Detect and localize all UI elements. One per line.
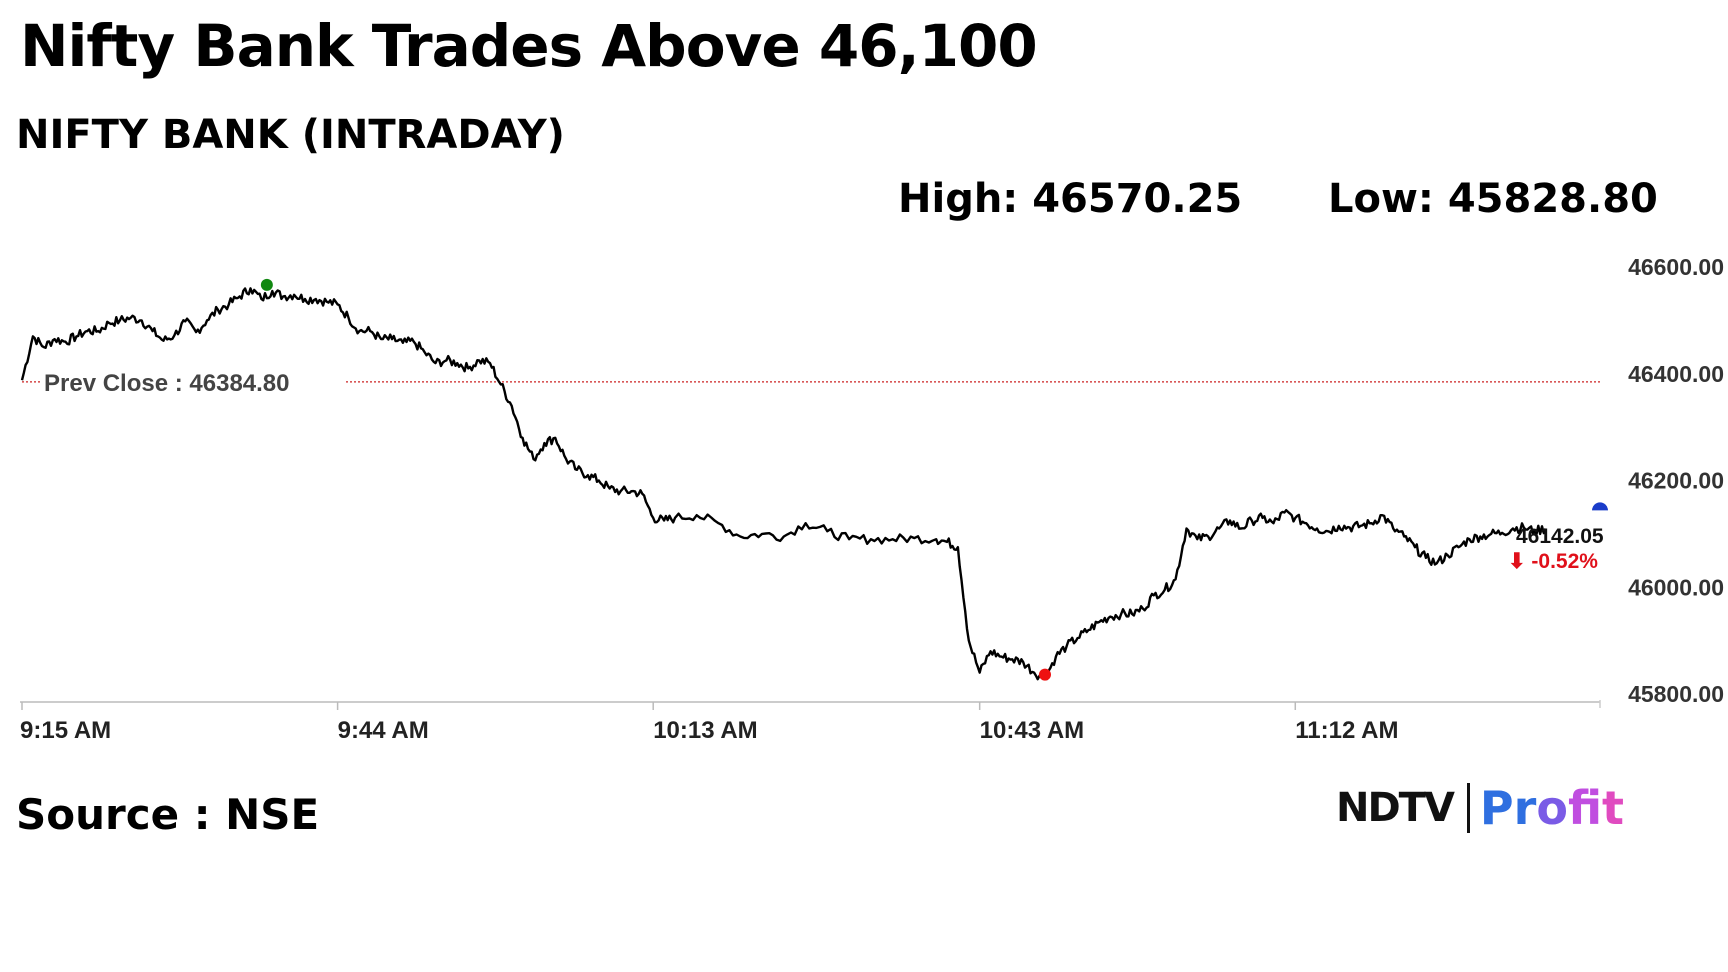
y-tick-label: 46600.00 [1628, 254, 1724, 280]
last-price-marker [1592, 502, 1608, 511]
chart-title: NIFTY BANK (INTRADAY) [16, 112, 565, 158]
change-label: ⬇ -0.52% [1508, 550, 1598, 573]
prev-close-label-bg [40, 363, 346, 398]
y-tick-label: 46400.00 [1628, 361, 1724, 387]
source-note: Source : NSE [16, 790, 320, 839]
low-value: Low: 45828.80 [1328, 176, 1658, 222]
x-tick-label: 9:15 AM [20, 717, 111, 744]
high-value: High: 46570.25 [898, 176, 1243, 222]
low-marker [1038, 668, 1051, 681]
x-tick-label: 11:12 AM [1295, 717, 1398, 744]
y-tick-label: 46200.00 [1628, 468, 1724, 494]
logo-ndtv-text: NDTV [1336, 785, 1455, 831]
y-tick-label: 45800.00 [1628, 681, 1724, 707]
high-marker [260, 278, 273, 291]
x-tick-label: 10:43 AM [980, 717, 1084, 744]
ndtv-profit-logo: NDTV Profit [1336, 778, 1624, 838]
headline: Nifty Bank Trades Above 46,100 [20, 12, 1038, 80]
prev-close-label: Prev Close : 46384.80 [44, 370, 290, 397]
chart-axes: 46600.00 46400.00 46200.00 46000.00 45800.00… [20, 254, 1724, 744]
last-price-label: 46142.05 [1516, 525, 1604, 548]
series-line [20, 287, 1547, 681]
y-tick-label: 46000.00 [1628, 574, 1724, 600]
chart-annotations: 46142.05⬇ -0.52% [260, 278, 1608, 681]
x-tick-label: 10:13 AM [653, 717, 757, 744]
x-tick-label: 9:44 AM [338, 717, 429, 744]
chart-plot: Prev Close : 46384.80 [20, 287, 1600, 681]
logo-profit-text: Profit [1479, 781, 1625, 835]
logo-divider [1466, 783, 1470, 833]
